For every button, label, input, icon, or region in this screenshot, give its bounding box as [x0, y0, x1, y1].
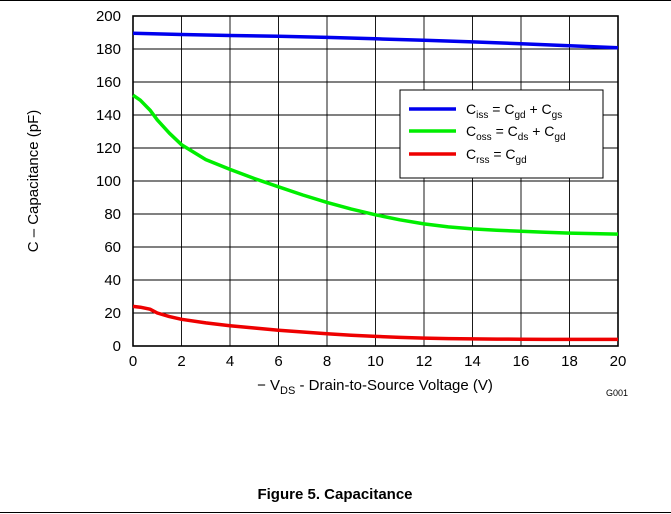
x-tick-label: 2	[177, 353, 185, 370]
y-tick-label: 140	[96, 107, 121, 124]
x-axis-label: − VDS - Drain-to-Source Voltage (V)	[257, 377, 493, 397]
x-tick-label: 12	[416, 353, 433, 370]
legend-entry-3: Crss = Cgd	[466, 146, 527, 166]
x-tick-label: 6	[274, 353, 282, 370]
y-tick-label: 180	[96, 41, 121, 58]
series-line-3	[132, 304, 618, 342]
y-tick-label: 0	[113, 338, 121, 355]
y-tick-label: 100	[96, 173, 121, 190]
y-axis-label: C – Capacitance (pF)	[25, 110, 42, 253]
x-tick-label: 8	[323, 353, 331, 370]
y-tick-label: 20	[104, 305, 121, 322]
figure-code-label: G001	[606, 388, 628, 398]
plot-area-border	[132, 15, 619, 347]
y-tick-label: 200	[96, 8, 121, 25]
grid	[132, 15, 619, 347]
legend-entry-2: Coss = Cds + Cgd	[466, 123, 566, 143]
legend-entry-1: Ciss = Cgd + Cgs	[466, 101, 562, 121]
y-tick-label: 60	[104, 239, 121, 256]
series-lines	[132, 31, 619, 342]
x-tick-label: 14	[464, 353, 481, 370]
x-tick-label: 10	[367, 353, 384, 370]
legend-box	[399, 89, 604, 179]
y-tick-label: 120	[96, 140, 121, 157]
x-tick-label: 16	[513, 353, 530, 370]
x-tick-label: 4	[226, 353, 234, 370]
figure-caption: Figure 5. Capacitance	[257, 486, 412, 503]
x-tick-label: 0	[129, 353, 137, 370]
series-line-1	[132, 31, 619, 50]
series-line-2	[132, 93, 619, 236]
y-tick-label: 40	[104, 272, 121, 289]
y-tick-label: 160	[96, 74, 121, 91]
y-tick-label: 80	[104, 206, 121, 223]
x-tick-label: 20	[610, 353, 627, 370]
x-tick-label: 18	[561, 353, 578, 370]
